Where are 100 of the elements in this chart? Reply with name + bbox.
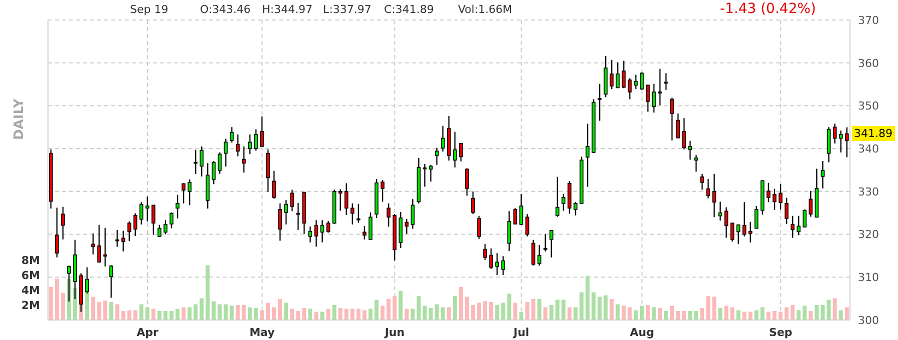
bar (586, 276, 590, 320)
bar (326, 308, 330, 320)
candlestick (748, 221, 752, 244)
bar (477, 302, 482, 320)
candlestick (422, 163, 427, 188)
bar (754, 310, 758, 320)
text: Sep 19 (130, 3, 168, 16)
x-tick-label: Jun (384, 326, 405, 339)
bar (543, 307, 548, 320)
candlestick (230, 126, 234, 144)
bar (790, 305, 795, 320)
candlestick (362, 226, 366, 240)
bar (513, 302, 518, 320)
candlestick (188, 178, 192, 206)
candlestick (808, 190, 813, 218)
candlestick (308, 226, 312, 244)
bar (254, 308, 258, 320)
bar (748, 312, 752, 320)
candlestick (121, 230, 126, 252)
bar (525, 302, 530, 320)
candlestick (260, 116, 264, 148)
y2-tick-label: 8M (21, 254, 40, 267)
bar (115, 304, 120, 320)
bar (628, 307, 632, 320)
candlestick (103, 227, 108, 268)
candlestick (706, 178, 710, 199)
candlestick (537, 244, 542, 266)
candlestick (182, 182, 186, 204)
candlestick (338, 188, 342, 212)
bar (616, 304, 620, 320)
candlestick (290, 189, 294, 212)
bar (814, 305, 819, 320)
bar (428, 308, 433, 320)
bar (549, 305, 554, 320)
bar (772, 311, 777, 320)
bar (537, 299, 542, 320)
bar (760, 307, 764, 320)
bar (212, 301, 216, 320)
bar (580, 292, 584, 320)
bar (374, 300, 379, 320)
bar (495, 305, 500, 320)
candlestick (501, 256, 506, 276)
bar (670, 306, 674, 320)
bar (604, 295, 608, 320)
bar (592, 292, 596, 320)
bar (501, 302, 506, 320)
bar (598, 296, 602, 320)
bar (844, 307, 849, 320)
candlestick (471, 190, 475, 215)
bar (127, 310, 132, 320)
bar (712, 296, 716, 320)
candlestick (772, 188, 776, 210)
y-tick-label: 320 (858, 228, 879, 242)
bar (507, 294, 512, 320)
candlestick (598, 83, 602, 122)
candlestick (513, 208, 518, 226)
candlestick (826, 126, 831, 163)
candlestick (688, 140, 692, 160)
y2-tick-label: 6M (21, 268, 40, 282)
text: DAILY (12, 98, 27, 140)
candlestick (380, 179, 384, 202)
bar (838, 310, 843, 320)
candlestick (658, 68, 662, 106)
text: 341.89 (852, 126, 894, 142)
bar (320, 312, 324, 320)
candlestick (634, 74, 638, 90)
candlestick (212, 160, 216, 185)
candlestick (676, 112, 680, 139)
bar (356, 308, 360, 320)
candlestick (164, 220, 168, 235)
candlestick (694, 154, 698, 172)
bar (471, 305, 476, 320)
candlestick (296, 202, 300, 231)
bar (440, 307, 445, 320)
candlestick (97, 224, 102, 264)
y-tick-label: 300 (858, 314, 879, 327)
candlestick (730, 222, 734, 242)
y-tick-label: 330 (858, 185, 879, 198)
candlestick (404, 218, 409, 234)
candlestick (133, 212, 138, 237)
candlestick (139, 202, 144, 226)
candlestick (218, 152, 222, 174)
bar (489, 302, 494, 320)
bar (97, 302, 102, 320)
candlestick (700, 173, 704, 190)
candlestick (525, 214, 530, 238)
bar (464, 296, 469, 320)
bar (163, 311, 168, 320)
candlestick (507, 210, 512, 252)
candlestick (356, 203, 360, 224)
bar (730, 307, 734, 320)
bar (458, 287, 463, 320)
bar (296, 311, 300, 320)
candlestick (127, 220, 132, 242)
candlestick (724, 206, 728, 238)
bar (742, 312, 746, 320)
bar (170, 311, 174, 320)
bar (200, 298, 204, 320)
candlestick (248, 134, 252, 155)
bar (188, 307, 192, 320)
